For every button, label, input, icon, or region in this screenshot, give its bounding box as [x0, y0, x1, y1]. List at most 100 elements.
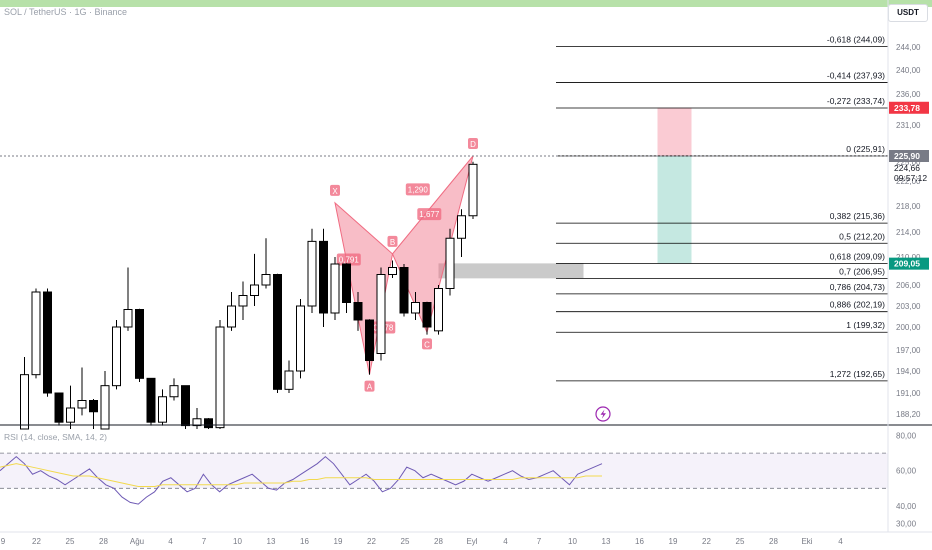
rsi-tick-label: 60,00 — [896, 467, 917, 476]
time-tick-label: 4 — [838, 537, 843, 546]
candle-body — [457, 215, 466, 239]
rsi-band — [0, 453, 888, 489]
candle-body — [192, 418, 202, 427]
price-badge-label: 209,05 — [894, 259, 920, 269]
candle-body — [238, 295, 248, 307]
candle-body — [100, 385, 110, 430]
price-tick-label: 194,00 — [896, 367, 921, 376]
price-tick-label: 214,00 — [896, 228, 921, 237]
fib-label: 0,786 (204,73) — [830, 282, 885, 292]
candle-body — [135, 309, 144, 379]
price-tick-label: 188,20 — [896, 410, 921, 419]
harmonic-ratio-label: 0,791 — [339, 256, 360, 265]
harmonic-ratio-tag — [417, 208, 442, 221]
time-tick-label: 7 — [202, 537, 207, 546]
harmonic-point-label: D — [470, 140, 476, 149]
fib-label: 0,618 (209,09) — [830, 251, 885, 261]
fib-label: 0,886 (202,19) — [830, 300, 885, 310]
price-tick-label: 203,00 — [896, 302, 921, 311]
time-tick-label: 19 — [334, 537, 343, 546]
fib-label: -0,618 (244,09) — [827, 34, 885, 44]
candle-body — [89, 400, 98, 413]
rsi-tick-label: 80,00 — [896, 432, 917, 441]
candle-body — [434, 288, 443, 332]
candle-body — [112, 326, 121, 387]
countdown-label: 09:57:12 — [894, 173, 927, 183]
rsi-title: RSI (14, close, SMA, 14, 2) — [4, 432, 107, 442]
price-badge — [889, 150, 929, 162]
time-tick-label: Eki — [801, 537, 812, 546]
time-tick-label: 28 — [99, 537, 108, 546]
price-badge — [889, 101, 929, 114]
fib-label: 0,7 (206,95) — [839, 266, 885, 276]
candle-body — [307, 240, 317, 307]
candle-body — [215, 326, 225, 429]
candle-body — [66, 407, 75, 423]
harmonic-ratio-label: 1,677 — [419, 210, 440, 219]
time-tick-label: 4 — [168, 537, 173, 546]
time-tick-label: 28 — [434, 537, 443, 546]
rsi-axis[interactable]: 80,00 60,00 40,00 30,00 — [896, 432, 917, 529]
candle-body — [342, 263, 351, 303]
lightning-event-icon[interactable] — [595, 406, 611, 422]
fib-zone — [438, 263, 584, 279]
time-tick-label: Eyl — [466, 537, 477, 546]
candle-body — [169, 385, 179, 398]
time-axis[interactable]: 9 22 25 28 Ağu 4 7 10 13 16 19 22 25 28 Eyl 4 7 10 13 16 19 2… — [0, 531, 932, 546]
price-tick-label: 240,00 — [896, 66, 921, 75]
harmonic-point-label: X — [332, 187, 338, 196]
candle-body — [353, 302, 363, 321]
target-zone — [657, 107, 692, 156]
time-tick-label: 28 — [769, 537, 778, 546]
time-tick-label: 7 — [537, 537, 542, 546]
rsi-tick-label: 30,00 — [896, 519, 917, 528]
price-tick-label: 236,00 — [896, 90, 921, 99]
price-tick-label: 225,00 — [896, 158, 921, 167]
price-tick-label: 231,00 — [896, 121, 921, 130]
candle-body — [227, 305, 236, 328]
candle-body — [422, 302, 432, 328]
fib-label: -0,414 (237,93) — [827, 70, 885, 80]
candles — [20, 161, 478, 430]
candle-body — [123, 309, 133, 328]
candle-body — [445, 237, 455, 289]
candle-body — [376, 274, 386, 354]
rsi-sma-line — [0, 463, 602, 488]
candle-body — [20, 374, 29, 430]
candle-body — [284, 370, 294, 390]
price-badge — [889, 257, 929, 270]
harmonic-ratio-tag — [405, 183, 430, 196]
rsi-line — [0, 455, 603, 505]
price-tick-label: 197,00 — [896, 346, 921, 355]
fib-label: 1,272 (192,65) — [830, 369, 885, 379]
candle-body — [158, 396, 167, 423]
time-tick-label: 22 — [367, 537, 376, 546]
harmonic-point-tag — [330, 184, 340, 196]
harmonic-point-tag — [468, 138, 478, 149]
candle-body — [388, 267, 397, 275]
time-tick-label: 25 — [401, 537, 410, 546]
candle-body — [296, 305, 305, 372]
time-tick-label: 16 — [635, 537, 644, 546]
time-tick-label: 19 — [669, 537, 678, 546]
candle-body — [146, 377, 156, 423]
price-axis[interactable]: 244,00 240,00 236,00 231,00 225,00 222,00 218,… — [896, 43, 921, 419]
price-tick-label: 244,00 — [896, 43, 921, 52]
harmonic-point-tag — [387, 235, 398, 247]
harmonic-point-label: C — [424, 340, 430, 349]
long-position-tool[interactable] — [657, 107, 692, 264]
current-price-label: 224,66 — [894, 163, 920, 173]
top-status-bar — [0, 0, 932, 7]
candle-body — [204, 418, 213, 429]
stop-zone — [657, 155, 692, 264]
candle-body — [31, 291, 41, 376]
candle-body — [261, 274, 271, 286]
time-tick-label: 13 — [267, 537, 276, 546]
candle-body — [54, 392, 64, 423]
time-tick-label: 9 — [1, 537, 6, 546]
time-tick-label: Ağu — [130, 537, 144, 546]
fib-label: 1 (199,32) — [846, 320, 885, 330]
candle-body — [319, 240, 328, 314]
fib-levels: -0,618 (244,09) -0,414 (237,93) -0,272 (23… — [0, 34, 888, 382]
